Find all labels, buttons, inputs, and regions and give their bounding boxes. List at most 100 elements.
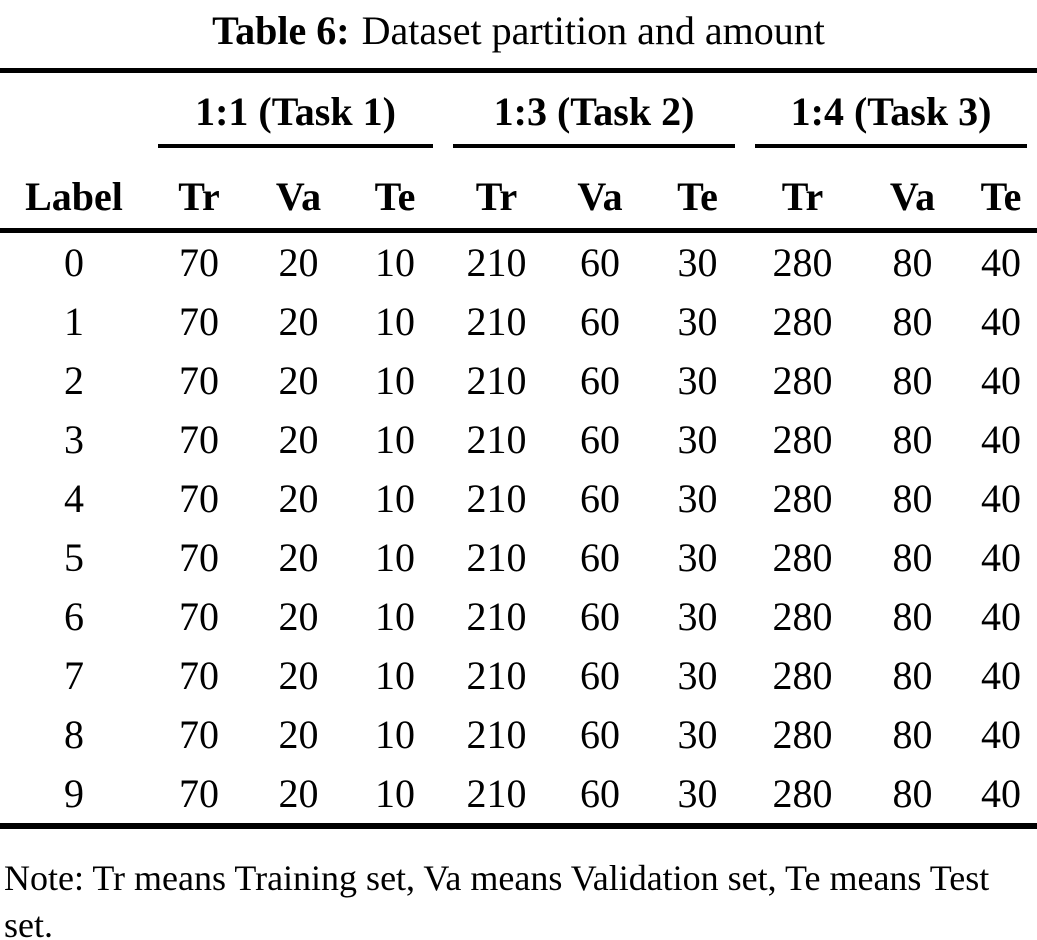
table-caption: Table 6: Dataset partition and amount xyxy=(0,0,1037,68)
table-cell: 280 xyxy=(772,594,833,639)
table-cell: 70 xyxy=(179,653,219,698)
table-row: 5 70 20 10 210 60 30 280 80 40 xyxy=(0,528,1037,587)
table-cell: 60 xyxy=(580,712,621,757)
table-cell: 70 xyxy=(179,240,219,285)
row-label-cell: 9 xyxy=(64,771,84,816)
table-row: 1 70 20 10 210 60 30 280 80 40 xyxy=(0,292,1037,351)
table-note: Note: Tr means Training set, Va means Va… xyxy=(4,855,1033,940)
table-cell: 70 xyxy=(179,476,219,521)
table-cell: 30 xyxy=(677,476,718,521)
row-label-cell: 8 xyxy=(64,712,84,757)
table-cell: 20 xyxy=(278,653,319,698)
col-header-label: Label xyxy=(0,148,148,233)
table-cell: 80 xyxy=(892,535,933,580)
col-header-tr: Tr xyxy=(443,148,551,233)
table-cell: 280 xyxy=(772,771,833,816)
table-row: 9 70 20 10 210 60 30 280 80 40 xyxy=(0,764,1037,826)
table-cell: 40 xyxy=(981,358,1022,403)
table-cell: 60 xyxy=(580,535,621,580)
table-row: 4 70 20 10 210 60 30 280 80 40 xyxy=(0,469,1037,528)
dataset-partition-table: 1:1 (Task 1) 1:3 (Task 2) 1:4 (Task 3) xyxy=(0,68,1037,829)
table-cell: 20 xyxy=(278,771,319,816)
table-cell: 40 xyxy=(981,653,1022,698)
table-cell: 70 xyxy=(179,299,219,344)
table-cell: 70 xyxy=(179,771,219,816)
table-cell: 30 xyxy=(677,299,718,344)
table-row: 2 70 20 10 210 60 30 280 80 40 xyxy=(0,351,1037,410)
col-header-tr: Tr xyxy=(148,148,250,233)
caption-text: Dataset partition and amount xyxy=(361,8,825,53)
group-header-task2: 1:3 (Task 2) xyxy=(443,71,745,148)
table-cell: 60 xyxy=(580,417,621,462)
table-cell: 60 xyxy=(580,240,621,285)
table-cell: 210 xyxy=(466,653,527,698)
col-header-te: Te xyxy=(965,148,1037,233)
corner-cell xyxy=(0,71,148,149)
table-cell: 20 xyxy=(278,417,319,462)
table-cell: 60 xyxy=(580,299,621,344)
table-cell: 20 xyxy=(278,240,319,285)
col-header-te: Te xyxy=(650,148,746,233)
table-cell: 70 xyxy=(179,712,219,757)
row-label-cell: 1 xyxy=(64,299,84,344)
table-cell: 10 xyxy=(375,771,415,816)
group-label-task1: 1:1 (Task 1) xyxy=(195,89,396,134)
group-underline-task3 xyxy=(755,144,1028,148)
note-text: Note: Tr means Training set, Va means Va… xyxy=(4,858,990,940)
table-body: 0 70 20 10 210 60 30 280 80 40 1 70 20 10 210 60 30 280 80… xyxy=(0,231,1037,827)
table-cell: 280 xyxy=(772,299,833,344)
col-header-va: Va xyxy=(250,148,347,233)
table-row: 3 70 20 10 210 60 30 280 80 40 xyxy=(0,410,1037,469)
table-cell: 210 xyxy=(466,594,527,639)
table-cell: 60 xyxy=(580,771,621,816)
row-label-cell: 7 xyxy=(64,653,84,698)
group-label-task3: 1:4 (Task 3) xyxy=(790,89,992,134)
table-cell: 10 xyxy=(375,535,415,580)
table-cell: 280 xyxy=(772,417,833,462)
table-cell: 20 xyxy=(278,358,319,403)
table-row: 8 70 20 10 210 60 30 280 80 40 xyxy=(0,705,1037,764)
table-cell: 30 xyxy=(677,417,718,462)
table-cell: 280 xyxy=(772,712,833,757)
table-cell: 60 xyxy=(580,476,621,521)
table-cell: 210 xyxy=(466,712,527,757)
table-cell: 30 xyxy=(677,358,718,403)
row-label-cell: 2 xyxy=(64,358,84,403)
table-cell: 60 xyxy=(580,358,621,403)
table-cell: 30 xyxy=(677,771,718,816)
table-cell: 10 xyxy=(375,417,415,462)
table-cell: 40 xyxy=(981,535,1022,580)
row-label-cell: 6 xyxy=(64,594,84,639)
col-header-tr: Tr xyxy=(745,148,861,233)
col-header-va: Va xyxy=(860,148,966,233)
table-cell: 40 xyxy=(981,712,1022,757)
table-cell: 280 xyxy=(772,240,833,285)
table-cell: 210 xyxy=(466,476,527,521)
table-cell: 60 xyxy=(580,653,621,698)
group-header-task1: 1:1 (Task 1) xyxy=(148,71,443,148)
table-cell: 210 xyxy=(466,771,527,816)
group-header-task3: 1:4 (Task 3) xyxy=(745,71,1037,148)
table-cell: 30 xyxy=(677,712,718,757)
table-cell: 30 xyxy=(677,594,718,639)
table-cell: 10 xyxy=(375,358,415,403)
table-cell: 80 xyxy=(892,594,933,639)
table-cell: 40 xyxy=(981,771,1022,816)
table-cell: 80 xyxy=(892,358,933,403)
table-cell: 280 xyxy=(772,476,833,521)
table-cell: 210 xyxy=(466,299,527,344)
table-cell: 70 xyxy=(179,417,219,462)
table-cell: 40 xyxy=(981,417,1022,462)
table-cell: 70 xyxy=(179,594,219,639)
table-cell: 30 xyxy=(677,535,718,580)
table-row: 0 70 20 10 210 60 30 280 80 40 xyxy=(0,231,1037,293)
row-label-cell: 5 xyxy=(64,535,84,580)
row-label-cell: 4 xyxy=(64,476,84,521)
table-cell: 40 xyxy=(981,476,1022,521)
table-cell: 80 xyxy=(892,653,933,698)
col-header-te: Te xyxy=(347,148,444,233)
table-row: 6 70 20 10 210 60 30 280 80 40 xyxy=(0,587,1037,646)
table-cell: 20 xyxy=(278,712,319,757)
table-cell: 70 xyxy=(179,535,219,580)
